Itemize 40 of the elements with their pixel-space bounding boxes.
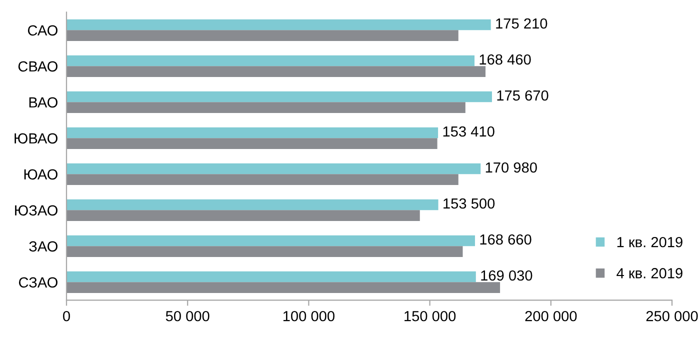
bar bbox=[66, 138, 438, 149]
bar bbox=[66, 19, 491, 30]
bar bbox=[66, 246, 463, 257]
y-tick-label: ВАО bbox=[29, 97, 58, 108]
legend-label: 1 кв. 2019 bbox=[617, 236, 682, 248]
bar bbox=[66, 30, 458, 41]
data-label: 153 410 bbox=[443, 126, 494, 137]
y-tick-label: ЗАО bbox=[29, 241, 58, 252]
bar bbox=[66, 91, 492, 102]
data-label: 175 670 bbox=[497, 90, 548, 101]
bar bbox=[66, 163, 481, 174]
y-tick-label: ЮЗАО bbox=[15, 205, 58, 216]
y-tick-label: ЮАО bbox=[24, 169, 58, 180]
bar bbox=[66, 282, 500, 293]
data-label: 168 460 bbox=[480, 54, 531, 65]
bar bbox=[66, 102, 466, 113]
bar bbox=[66, 271, 476, 282]
bar bbox=[66, 66, 486, 77]
x-tick-label: 50 000 bbox=[166, 310, 210, 322]
bar bbox=[66, 174, 458, 185]
bar bbox=[66, 199, 438, 210]
bar bbox=[66, 55, 475, 66]
bar bbox=[66, 210, 420, 221]
data-label: 175 210 bbox=[496, 18, 548, 29]
data-label: 153 500 bbox=[444, 198, 495, 209]
data-label: 169 030 bbox=[481, 270, 532, 281]
x-tick-label: 150 000 bbox=[404, 310, 456, 322]
y-tick-label: СВАО bbox=[18, 61, 58, 72]
y-tick-label: СЗАО bbox=[18, 277, 58, 288]
x-tick-label: 0 bbox=[63, 310, 70, 322]
x-tick-label: 100 000 bbox=[283, 310, 334, 322]
bar bbox=[66, 127, 438, 138]
y-tick-label: ЮВАО bbox=[14, 133, 58, 144]
y-tick-label: САО bbox=[28, 25, 58, 36]
x-tick-label: 250 000 bbox=[646, 310, 698, 322]
bar bbox=[66, 235, 475, 246]
x-tick-label: 200 000 bbox=[525, 310, 577, 322]
data-label: 168 660 bbox=[480, 234, 532, 245]
legend-label: 4 кв. 2019 bbox=[616, 268, 682, 278]
data-label: 170 980 bbox=[486, 162, 537, 173]
